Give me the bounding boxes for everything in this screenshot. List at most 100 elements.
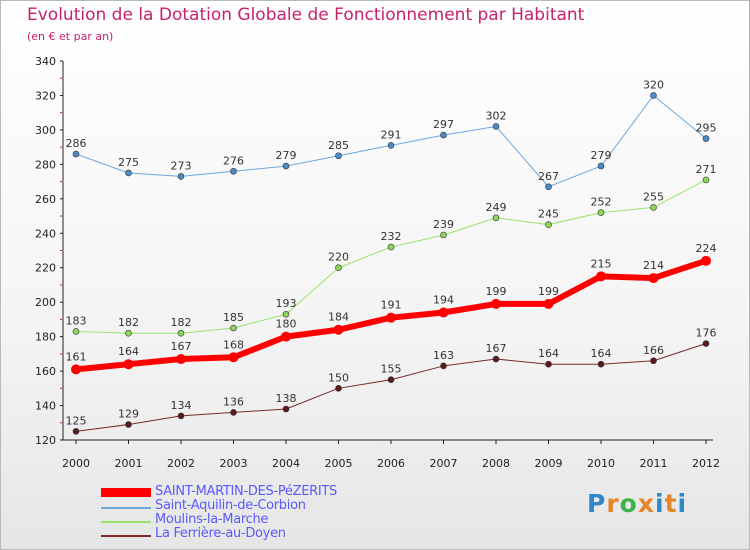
data-label: 291 — [381, 128, 402, 141]
legend-swatch-moulins — [101, 521, 151, 523]
data-label: 176 — [696, 327, 717, 340]
data-label: 199 — [538, 285, 559, 298]
data-label: 161 — [66, 350, 87, 363]
data-label: 285 — [328, 139, 349, 152]
data-point — [387, 142, 395, 149]
data-label: 191 — [381, 299, 402, 312]
data-label: 150 — [328, 371, 349, 384]
data-point — [72, 428, 80, 435]
data-label: 184 — [328, 311, 349, 324]
x-tick-label: 2002 — [167, 457, 195, 470]
y-tick-label: 280 — [35, 158, 56, 171]
data-label: 166 — [643, 344, 664, 357]
data-point — [230, 409, 237, 416]
data-label: 167 — [486, 342, 507, 355]
chart-title: Evolution de la Dotation Globale de Fonc… — [27, 5, 585, 25]
data-label: 164 — [538, 347, 559, 360]
data-point — [335, 152, 342, 160]
data-label: 267 — [538, 170, 559, 183]
data-point — [387, 243, 395, 251]
data-point — [282, 405, 290, 413]
data-label: 245 — [538, 208, 559, 221]
data-point — [597, 209, 605, 216]
data-label: 297 — [433, 118, 454, 131]
data-point — [438, 307, 449, 318]
data-label: 185 — [223, 311, 244, 324]
data-label: 215 — [591, 257, 612, 270]
data-point — [72, 150, 80, 158]
data-point — [123, 359, 134, 370]
y-tick-label: 220 — [35, 262, 56, 275]
data-point — [492, 355, 500, 363]
series-line-3 — [75, 343, 707, 432]
x-tick-label: 2011 — [640, 457, 668, 470]
data-point — [597, 360, 605, 368]
logo-letter: t — [664, 489, 678, 518]
data-point — [440, 131, 447, 139]
data-point — [702, 340, 710, 347]
data-label: 295 — [696, 122, 717, 135]
data-point — [281, 331, 291, 342]
data-label: 163 — [433, 349, 454, 362]
data-point — [228, 352, 239, 363]
data-point — [176, 354, 186, 365]
data-point — [335, 385, 342, 392]
data-point — [387, 376, 395, 384]
data-label: 194 — [433, 294, 454, 307]
data-label: 182 — [118, 316, 139, 329]
data-point — [596, 271, 606, 282]
data-point — [230, 167, 237, 175]
x-tick-label: 2006 — [377, 457, 405, 470]
data-label: 286 — [66, 137, 87, 150]
x-tick-label: 2007 — [430, 457, 458, 470]
x-tick-label: 2001 — [115, 457, 143, 470]
data-label: 252 — [591, 196, 612, 209]
data-label: 168 — [223, 338, 244, 351]
x-tick-label: 2004 — [272, 457, 300, 470]
data-label: 279 — [276, 149, 297, 162]
x-tick-label: 2008 — [482, 457, 510, 470]
data-label: 255 — [643, 190, 664, 203]
data-point — [125, 329, 132, 337]
data-label: 155 — [381, 363, 402, 376]
y-tick-label: 180 — [35, 331, 56, 344]
data-label: 302 — [486, 109, 507, 122]
data-label: 193 — [276, 297, 297, 310]
data-label: 199 — [486, 285, 507, 298]
data-point — [545, 183, 552, 191]
data-label: 125 — [66, 414, 87, 427]
y-tick-label: 240 — [35, 227, 56, 240]
legend-swatch-saint-aquilin — [101, 507, 151, 509]
data-label: 320 — [643, 78, 664, 91]
data-label: 275 — [118, 156, 139, 169]
logo-letter: P — [587, 489, 607, 518]
data-point — [282, 162, 290, 170]
y-tick-label: 260 — [35, 193, 56, 206]
data-label: 183 — [66, 314, 87, 327]
y-tick-label: 140 — [35, 400, 56, 413]
legend-label-moulins: Moulins-la-Marche — [155, 512, 269, 527]
data-label: 167 — [171, 340, 192, 353]
legend-swatch-la-ferriere — [101, 535, 151, 537]
data-point — [440, 362, 447, 370]
data-label: 164 — [591, 347, 612, 360]
data-label: 182 — [171, 316, 192, 329]
data-label: 279 — [591, 149, 612, 162]
data-label: 239 — [433, 218, 454, 231]
data-point — [386, 312, 396, 323]
data-label: 249 — [486, 201, 507, 214]
data-point — [650, 357, 657, 365]
data-point — [177, 329, 185, 337]
data-point — [492, 214, 500, 222]
legend-label-saint-aquilin: Saint-Aquilin-de-Corbion — [155, 498, 306, 513]
data-label: 214 — [643, 259, 664, 272]
x-tick-label: 2000 — [62, 457, 90, 470]
data-label: 232 — [381, 230, 402, 243]
data-label: 224 — [696, 242, 717, 255]
data-point — [597, 162, 605, 170]
data-label: 164 — [118, 345, 139, 358]
data-label: 129 — [118, 407, 139, 420]
data-point — [650, 92, 657, 99]
data-point — [71, 364, 81, 375]
